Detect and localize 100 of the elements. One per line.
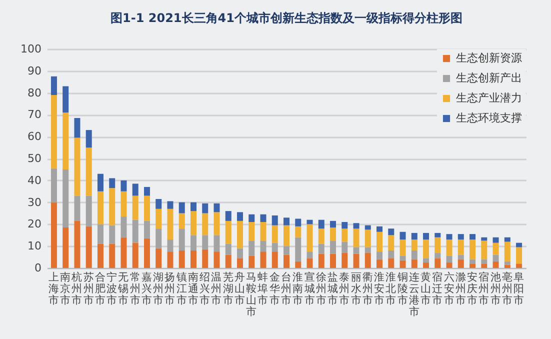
- y-tick-label: 50: [28, 152, 42, 165]
- x-tick-label: 淮南市: [292, 270, 304, 306]
- bar: [295, 261, 302, 268]
- bar: [248, 240, 255, 256]
- bar: [167, 252, 174, 268]
- bar: [202, 235, 208, 250]
- legend-label: 生态环境支撑: [456, 112, 522, 124]
- bar: [342, 222, 348, 229]
- bar: [272, 215, 278, 226]
- bar: [492, 242, 499, 255]
- bar: [50, 76, 57, 95]
- x-tick-label: 泰州市: [339, 272, 350, 306]
- bar: [109, 244, 116, 268]
- x-tick-label: 南京市: [60, 270, 72, 306]
- bar: [86, 130, 92, 148]
- bar: [306, 252, 313, 258]
- bar: [470, 264, 476, 268]
- bar: [156, 199, 162, 209]
- bar: [364, 252, 371, 268]
- x-tick-label: 绍兴市: [200, 272, 211, 306]
- bar: [272, 252, 278, 268]
- bar: [74, 138, 80, 196]
- bar: [74, 118, 80, 138]
- bar: [178, 250, 185, 268]
- bar: [284, 218, 290, 226]
- bar: [364, 230, 371, 248]
- bar: [132, 196, 138, 220]
- bar: [481, 237, 488, 241]
- x-tick-label: 盐城市: [326, 270, 339, 306]
- x-tick-label: 镇江市: [175, 272, 188, 306]
- bar: [214, 212, 220, 236]
- bar: [50, 168, 57, 202]
- bar: [120, 237, 127, 268]
- bar: [62, 169, 69, 228]
- bar: [272, 225, 278, 243]
- x-tick-label: 苏州市: [83, 270, 94, 306]
- bar: [481, 264, 488, 268]
- bar: [144, 186, 150, 196]
- bar: [306, 258, 313, 268]
- bar: [167, 201, 174, 209]
- x-tick-label: 常州市: [130, 270, 141, 306]
- bar: [295, 218, 302, 226]
- bar: [260, 214, 266, 222]
- bar: [50, 202, 57, 268]
- bar: [470, 259, 476, 264]
- bar: [202, 203, 208, 214]
- bar: [248, 256, 255, 268]
- x-tick-label: 黄山市: [420, 270, 432, 306]
- bar: [225, 220, 232, 244]
- bar: [97, 174, 104, 192]
- y-tick-label: 70: [28, 108, 42, 122]
- bar: [272, 242, 278, 252]
- bar: [458, 234, 464, 240]
- bar: [492, 261, 499, 268]
- bar: [225, 244, 232, 255]
- bar: [400, 260, 406, 268]
- x-tick-label: 湖州市: [153, 272, 164, 306]
- bar: [481, 259, 488, 264]
- bar: [423, 232, 430, 240]
- bar: [97, 191, 104, 224]
- y-tick-label: 60: [28, 130, 42, 144]
- x-tick-label: 淮北市: [386, 270, 397, 306]
- x-tick-label: 宿迁市: [432, 270, 444, 306]
- bar: [400, 240, 406, 256]
- bar: [446, 234, 452, 240]
- chart-title: 图1-1 2021长三角41个城市创新生态指数及一级指标得分柱形图: [110, 11, 462, 25]
- x-tick-label: 滁州市: [455, 272, 466, 306]
- bar: [109, 178, 116, 188]
- bar: [144, 238, 150, 268]
- bar: [306, 220, 313, 224]
- bar: [225, 254, 232, 268]
- bar: [516, 242, 522, 248]
- bar: [86, 226, 92, 268]
- y-tick-label: 20: [28, 218, 42, 231]
- bar: [376, 259, 383, 268]
- bar: [178, 213, 185, 229]
- bar: [236, 248, 243, 258]
- bar: [156, 248, 162, 268]
- bar: [156, 228, 162, 248]
- bar: [190, 250, 196, 268]
- y-tick-label: 0: [34, 262, 42, 274]
- bar: [388, 228, 394, 236]
- bar: [458, 259, 464, 268]
- bar: [214, 203, 220, 212]
- x-tick-label: 安庆市: [467, 270, 478, 306]
- bar: [74, 196, 80, 221]
- x-tick-label: 扬州市: [164, 272, 176, 306]
- bar: [167, 208, 174, 240]
- bar: [306, 224, 313, 252]
- bar: [353, 223, 360, 229]
- y-tick-label: 10: [28, 240, 42, 253]
- bar: [330, 220, 336, 228]
- x-tick-label: 宁波市: [106, 270, 118, 306]
- bar: [504, 264, 510, 268]
- bar: [50, 94, 57, 168]
- x-tick-label: 蚌埠市: [256, 270, 269, 306]
- bar: [504, 261, 510, 265]
- bar: [86, 196, 92, 226]
- x-tick-label: 宣城市: [303, 270, 316, 306]
- bar: [248, 222, 255, 241]
